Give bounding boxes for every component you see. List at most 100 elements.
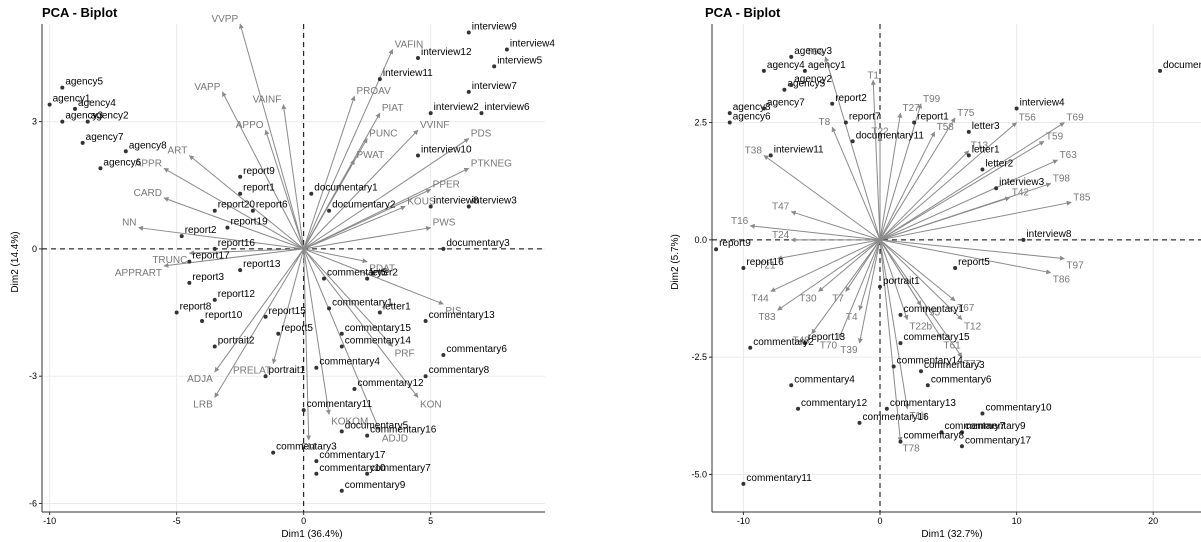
variable-label: T61 xyxy=(943,340,961,351)
data-point xyxy=(980,167,985,172)
x-tick-label: -10 xyxy=(43,516,56,526)
point-label: interview8 xyxy=(1026,229,1071,240)
point-label: agency4 xyxy=(78,98,116,109)
point-label: report9 xyxy=(243,166,275,177)
x-tick-label: -10 xyxy=(737,516,750,526)
loading-arrow xyxy=(879,122,1065,241)
loading-arrow xyxy=(811,239,881,335)
y-tick-label: -2.5 xyxy=(691,352,707,362)
loading-arrow xyxy=(879,239,963,320)
point-label: agency5 xyxy=(787,79,825,90)
point-label: commentary2 xyxy=(753,337,814,348)
data-point xyxy=(789,383,794,388)
variable-label: T56 xyxy=(1019,113,1037,124)
data-point xyxy=(85,119,90,124)
loading-arrow xyxy=(303,189,432,250)
point-label: commentary14 xyxy=(345,336,412,347)
variable-label: T21 xyxy=(758,261,776,272)
variable-label: T47 xyxy=(772,202,790,213)
point-label: report13 xyxy=(808,332,846,343)
point-label: agency7 xyxy=(86,132,124,143)
data-point xyxy=(314,471,319,476)
point-label: report3 xyxy=(192,272,224,283)
data-point xyxy=(466,89,471,94)
variable-label: PWAT xyxy=(356,150,384,161)
data-point xyxy=(727,120,732,125)
point-label: letter3 xyxy=(972,121,1000,132)
variable-label: PIAT xyxy=(382,103,403,114)
x-tick-label: -5 xyxy=(173,516,181,526)
point-label: commentary12 xyxy=(357,378,424,389)
variable-label: T95 xyxy=(923,308,941,319)
loading-arrow xyxy=(790,210,881,241)
point-label: agency6 xyxy=(103,157,141,168)
variable-label: T86 xyxy=(1053,275,1071,286)
variable-label: LRB xyxy=(193,399,213,410)
variable-label: T66 xyxy=(806,47,824,58)
loading-arrow xyxy=(303,138,470,250)
data-point xyxy=(1014,106,1019,111)
data-point xyxy=(466,30,471,35)
loading-arrow xyxy=(879,112,903,240)
point-label: commentary6 xyxy=(931,374,992,385)
variable-label: APPR xyxy=(135,158,162,169)
point-label: commentary16 xyxy=(370,425,437,436)
point-label: documentary11 xyxy=(856,130,925,141)
loading-arrow xyxy=(303,248,368,264)
variable-label: PIS xyxy=(445,306,461,317)
variable-label: PRELAT xyxy=(233,365,271,376)
data-point xyxy=(912,120,917,125)
point-label: commentary5 xyxy=(327,268,388,279)
point-label: report5 xyxy=(281,323,313,334)
data-point xyxy=(761,68,766,73)
data-point xyxy=(959,430,964,435)
data-point xyxy=(339,344,344,349)
data-point xyxy=(377,77,382,82)
variable-arrows: VVPP VAFIN VAPP VAINF APPO PROAV PIAT VVINF PDS P… xyxy=(115,14,512,453)
data-point xyxy=(1021,237,1026,242)
loading-arrow xyxy=(264,129,305,250)
data-point xyxy=(925,383,930,388)
loading-arrow xyxy=(858,239,881,311)
loading-arrow xyxy=(303,95,356,250)
point-label: interview3 xyxy=(472,195,517,206)
data-point xyxy=(898,439,903,444)
variable-label: T83 xyxy=(758,312,776,323)
point-label: report19 xyxy=(230,217,268,228)
variable-label: T99 xyxy=(923,94,941,105)
point-label: commentary8 xyxy=(903,431,964,442)
point-label: report6 xyxy=(256,200,288,211)
point-label: agency2 xyxy=(91,111,129,122)
variable-label: T16 xyxy=(731,216,749,227)
variable-label: T7 xyxy=(832,293,844,304)
loading-arrow xyxy=(879,122,1017,241)
data-point xyxy=(504,47,509,52)
point-label: portrait2 xyxy=(218,336,255,347)
point-label: portrait1 xyxy=(269,365,306,376)
data-point xyxy=(466,204,471,209)
loading-arrow xyxy=(303,248,419,398)
variable-label: T13 xyxy=(971,141,989,152)
data-point xyxy=(891,364,896,369)
data-point xyxy=(80,140,85,145)
variable-label: VVINF xyxy=(420,120,449,131)
data-point xyxy=(60,119,65,124)
point-label: interview8 xyxy=(434,195,479,206)
point-label: report16 xyxy=(746,257,784,268)
data-point xyxy=(857,420,862,425)
variable-label: T97 xyxy=(1066,261,1084,272)
data-point xyxy=(309,191,314,196)
loading-arrow xyxy=(303,159,355,250)
point-label: interview5 xyxy=(497,55,542,66)
point-label: commentary3 xyxy=(924,360,985,371)
loading-arrow xyxy=(879,239,903,443)
point-label: agency7 xyxy=(767,97,805,108)
loading-arrow xyxy=(303,248,331,415)
x-tick-label: 0 xyxy=(878,516,883,526)
point-label: interview7 xyxy=(472,81,517,92)
loading-arrow xyxy=(188,248,304,256)
loading-arrow xyxy=(188,155,304,250)
point-label: report17 xyxy=(192,251,230,262)
